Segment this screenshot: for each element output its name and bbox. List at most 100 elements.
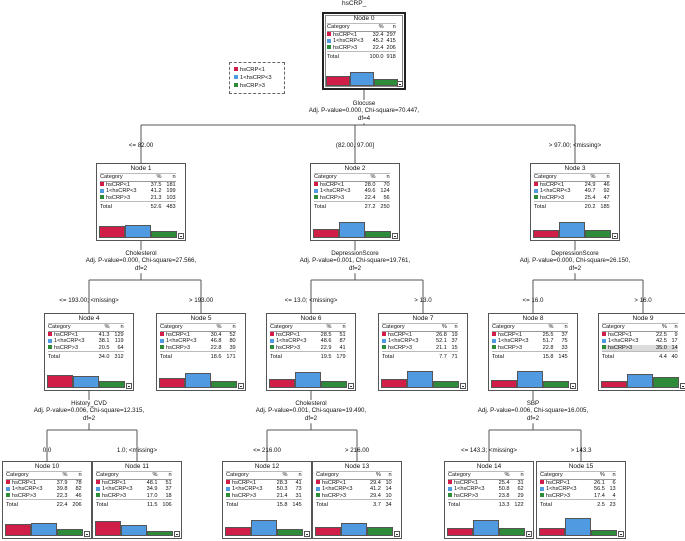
row-pct: 24.9 <box>584 181 596 188</box>
collapse-toggle-icon[interactable] <box>394 531 400 537</box>
row-pct: 46.8 <box>210 338 222 345</box>
collapse-toggle-icon[interactable] <box>304 531 310 537</box>
node-table: Category% n hsCRP<1 41.3 129 1<hsCRP<3 38.1 119… <box>48 323 124 361</box>
tree-node-11[interactable]: Node 11 Category% n hsCRP<1 48.1 51 1<hsCRP<3 3… <box>92 461 182 539</box>
node-bar-chart <box>601 370 679 388</box>
collapse-toggle-icon[interactable] <box>238 383 244 389</box>
row-category: hsCRP<1 <box>602 331 650 338</box>
collapse-toggle-icon[interactable] <box>570 383 576 389</box>
node-total-row: Total 27.2 250 <box>314 201 390 211</box>
category-swatch <box>534 195 538 200</box>
total-n: 106 <box>157 499 172 509</box>
tree-node-14[interactable]: Node 14 Category% n hsCRP<1 25.4 31 1<hsCRP<3 5… <box>444 461 534 539</box>
collapse-toggle-icon[interactable] <box>612 233 618 239</box>
header-n: n <box>109 323 124 332</box>
category-swatch <box>6 486 10 491</box>
row-pct: 22.5 <box>655 331 667 338</box>
tree-node-6[interactable]: Node 6 Category% n hsCRP<1 28.5 51 1<hsCRP<3 48… <box>266 313 356 391</box>
tree-node-13[interactable]: Node 13 Category% n hsCRP<1 29.4 10 1<hsCRP<3 4… <box>312 461 402 539</box>
row-n: 297 <box>386 31 396 38</box>
row-n: 19 <box>451 331 458 338</box>
node-bar-chart <box>315 518 393 536</box>
header-category: Category <box>382 323 430 332</box>
total-n: 206 <box>67 499 82 509</box>
node-bar-chart <box>95 518 173 536</box>
bar-low <box>381 379 407 388</box>
tree-node-10[interactable]: Node 10 Category% n hsCRP<1 37.9 78 1<hsCRP<3 3… <box>2 461 92 539</box>
collapse-toggle-icon[interactable] <box>178 233 184 239</box>
header-pct: % <box>359 173 376 182</box>
row-category-label: hsCRP>3 <box>276 344 301 351</box>
collapse-toggle-icon[interactable] <box>392 233 398 239</box>
row-category: 1<hsCRP<3 <box>270 338 315 345</box>
tree-node-2[interactable]: Node 2 Category% n hsCRP<1 28.0 70 1<hsCRP<3 49… <box>310 163 400 241</box>
total-pct: 7.7 <box>429 351 447 361</box>
node-title: Node 3 <box>564 165 586 172</box>
row-n: 9 <box>674 331 678 338</box>
tree-node-4[interactable]: Node 4 Category% n hsCRP<1 41.3 129 1<hsCRP<3 3… <box>44 313 134 391</box>
total-label: Total <box>492 351 538 361</box>
node-bar-chart <box>269 370 347 388</box>
total-n: 250 <box>375 201 390 211</box>
node-row: hsCRP<1 28.3 41 <box>226 479 302 486</box>
branch-label: > 216.00 <box>344 447 370 454</box>
row-category: hsCRP>3 <box>160 345 205 352</box>
collapse-toggle-icon[interactable] <box>174 531 180 537</box>
node-table: Category% n hsCRP<1 28.3 41 1<hsCRP<3 50.3 73 hs… <box>226 471 302 509</box>
tree-node-8[interactable]: Node 8 Category% n hsCRP<1 25.5 37 1<hsCRP<3 51… <box>488 313 578 391</box>
row-category: 1<hsCRP<3 <box>100 188 145 195</box>
node-row: 1<hsCRP<3 38.1 119 <box>48 338 124 345</box>
split-line: df=2 <box>82 414 96 422</box>
collapse-toggle-icon[interactable] <box>526 531 532 537</box>
header-n: n <box>509 471 524 480</box>
tree-node-3[interactable]: Node 3 Category% n hsCRP<1 24.9 46 1<hsCRP<3 49… <box>530 163 620 241</box>
row-category-label: hsCRP<1 <box>454 479 479 486</box>
category-swatch <box>314 195 318 200</box>
row-category: hsCRP<1 <box>100 181 145 188</box>
node-bar-chart <box>47 370 125 388</box>
row-category-label: hsCRP>3 <box>498 344 523 351</box>
collapse-toggle-icon[interactable] <box>618 531 624 537</box>
row-category: hsCRP>3 <box>316 493 364 500</box>
collapse-toggle-icon[interactable] <box>397 81 403 87</box>
header-category: Category <box>270 323 316 332</box>
category-swatch <box>327 38 331 43</box>
category-swatch <box>6 493 10 498</box>
tree-node-12[interactable]: Node 12 Category% n hsCRP<1 28.3 41 1<hsCRP<3 5… <box>222 461 312 539</box>
header-category: Category <box>100 173 146 182</box>
category-swatch <box>540 480 544 485</box>
header-n: n <box>666 323 678 332</box>
branch-label: <= 193.00; <missing> <box>59 297 119 304</box>
total-pct: 19.5 <box>315 351 332 361</box>
category-swatch <box>160 332 164 337</box>
row-category: hsCRP>3 <box>327 45 366 52</box>
row-category-label: hsCRP<1 <box>106 181 131 188</box>
row-pct: 28.5 <box>320 331 332 338</box>
node-bar-chart <box>99 220 177 238</box>
node-table: Category% n hsCRP<1 28.0 70 1<hsCRP<3 49.6 124 h… <box>314 173 390 211</box>
tree-node-9[interactable]: Node 9 Category% n hsCRP<1 22.5 9 1<hsCRP<3 42.… <box>598 313 685 391</box>
tree-node-7[interactable]: Node 7 Category% n hsCRP<1 26.8 19 1<hsCRP<3 52… <box>378 313 468 391</box>
row-category: hsCRP>3 <box>314 195 359 202</box>
collapse-toggle-icon[interactable] <box>348 383 354 389</box>
row-pct: 28.0 <box>364 181 376 188</box>
collapse-toggle-icon[interactable] <box>460 383 466 389</box>
row-category: hsCRP>3 <box>6 493 51 500</box>
bar-mid <box>339 222 365 238</box>
collapse-toggle-icon[interactable] <box>680 383 685 389</box>
collapse-toggle-icon[interactable] <box>84 531 90 537</box>
category-swatch <box>492 338 496 343</box>
tree-node-0[interactable]: Node 0 Category% n hsCRP<1 32.4 297 1<hsCRP<3 4… <box>322 12 406 90</box>
row-category: hsCRP>3 <box>96 493 141 500</box>
collapse-toggle-icon[interactable] <box>126 383 132 389</box>
row-category: hsCRP>3 <box>100 195 145 202</box>
node-bar-chart <box>381 370 459 388</box>
tree-node-1[interactable]: Node 1 Category% n hsCRP<1 37.5 181 1<hsCRP<3 4… <box>96 163 186 241</box>
row-category: hsCRP>3 <box>226 493 271 500</box>
tree-node-5[interactable]: Node 5 Category% n hsCRP<1 30.4 52 1<hsCRP<3 46… <box>156 313 246 391</box>
header-n: n <box>595 173 610 182</box>
row-n: 80 <box>229 338 236 345</box>
node-row: hsCRP>3 21.3 103 <box>100 195 176 202</box>
tree-node-15[interactable]: Node 15 Category% n hsCRP<1 26.1 6 1<hsCRP<3 56… <box>536 461 626 539</box>
row-n: 73 <box>295 486 302 493</box>
